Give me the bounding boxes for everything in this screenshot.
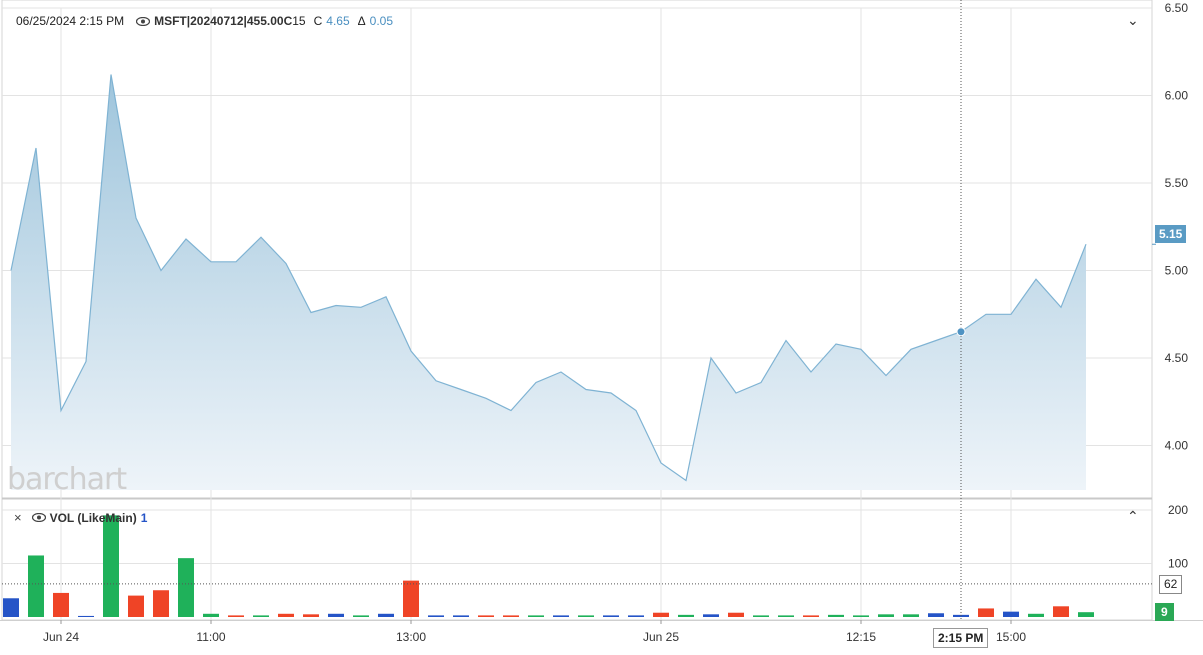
- price-tick-label: 6.50: [1165, 1, 1189, 15]
- volume-bar: [203, 613, 219, 617]
- time-tick-label: 11:00: [196, 630, 225, 644]
- legend-interval: 15: [292, 14, 306, 28]
- volume-bar: [428, 615, 444, 617]
- volume-bar: [28, 555, 44, 617]
- study-value: 1: [140, 510, 148, 525]
- last-price-badge: 5.15: [1155, 225, 1187, 243]
- legend-symbol: MSFT|20240712|455.00C: [154, 14, 293, 28]
- volume-bar: [178, 558, 194, 617]
- price-tick-label: 4.50: [1165, 351, 1189, 365]
- last-volume-badge: 9: [1155, 603, 1174, 621]
- volume-bar: [78, 615, 94, 617]
- price-area: [11, 74, 1086, 490]
- time-tick-label: 12:15: [846, 630, 876, 644]
- chart-legend: 06/25/2024 2:15 PM MSFT|20240712|455.00C…: [16, 14, 393, 28]
- time-tick-label: Jun 25: [643, 630, 679, 644]
- volume-bar: [703, 614, 719, 617]
- time-tick-label: Jun 24: [43, 630, 79, 644]
- volume-bar: [128, 595, 144, 617]
- legend-close-value: 4.65: [326, 14, 350, 28]
- volume-bar: [628, 615, 644, 617]
- eye-icon[interactable]: [31, 513, 46, 522]
- volume-bar: [553, 615, 569, 617]
- expand-volume-panel-icon[interactable]: ⌃: [1127, 508, 1139, 524]
- volume-bar: [503, 615, 519, 617]
- volume-bar: [903, 614, 919, 617]
- volume-bar: [1078, 612, 1094, 617]
- close-study-icon[interactable]: ×: [14, 510, 22, 525]
- volume-bar: [303, 614, 319, 617]
- volume-bar: [828, 614, 844, 617]
- volume-tick-label: 100: [1168, 557, 1188, 571]
- volume-bar: [753, 615, 769, 617]
- volume-bar: [153, 590, 169, 617]
- volume-bar: [978, 608, 994, 617]
- volume-bar: [353, 615, 369, 617]
- price-tick-label: 5.50: [1165, 176, 1189, 190]
- volume-bar: [1028, 613, 1044, 617]
- volume-bar: [653, 612, 669, 617]
- legend-close-label: C: [313, 14, 323, 28]
- watermark-logo: barchart: [7, 462, 127, 497]
- volume-bar: [53, 592, 69, 617]
- volume-bar: [603, 615, 619, 617]
- volume-bar: [728, 612, 744, 617]
- volume-bar: [1003, 611, 1019, 617]
- volume-bar: [778, 615, 794, 617]
- legend-datetime: 06/25/2024 2:15 PM: [16, 14, 125, 28]
- volume-tick-label: 200: [1168, 503, 1188, 517]
- crosshair-time-badge: 2:15 PM: [933, 628, 989, 648]
- eye-icon[interactable]: [136, 16, 151, 26]
- volume-bar: [3, 598, 19, 617]
- price-tick-label: 5.00: [1165, 264, 1189, 278]
- legend-change-value: 0.05: [369, 14, 393, 28]
- volume-bar: [678, 614, 694, 617]
- volume-bar: [853, 615, 869, 617]
- volume-bar: [528, 615, 544, 617]
- price-tick-label: 6.00: [1165, 89, 1189, 103]
- volume-bar: [253, 615, 269, 617]
- crosshair-point: [956, 327, 966, 337]
- time-tick-label: 13:00: [396, 630, 426, 644]
- volume-bar: [328, 613, 344, 617]
- volume-bar: [578, 615, 594, 617]
- time-tick-label: 15:00: [996, 630, 1026, 644]
- volume-bar: [453, 615, 469, 617]
- volume-bar: [1053, 606, 1069, 617]
- legend-change-label: Δ: [357, 14, 366, 28]
- volume-bar: [228, 615, 244, 617]
- price-tick-label: 4.00: [1165, 439, 1189, 453]
- price-line: [10, 74, 1087, 482]
- collapse-price-panel-icon[interactable]: ⌄: [1127, 12, 1139, 28]
- volume-bar: [103, 515, 119, 617]
- volume-bar: [378, 613, 394, 617]
- volume-bar: [278, 613, 294, 617]
- volume-bar: [928, 613, 944, 617]
- volume-bar: [478, 615, 494, 617]
- volume-bar: [403, 580, 419, 617]
- volume-bar: [878, 614, 894, 617]
- volume-bar: [803, 615, 819, 617]
- volume-legend: × VOL (LikeMain) 1: [14, 510, 147, 525]
- volume-marker-badge: 62: [1159, 575, 1183, 594]
- study-label: VOL (LikeMain): [49, 510, 137, 525]
